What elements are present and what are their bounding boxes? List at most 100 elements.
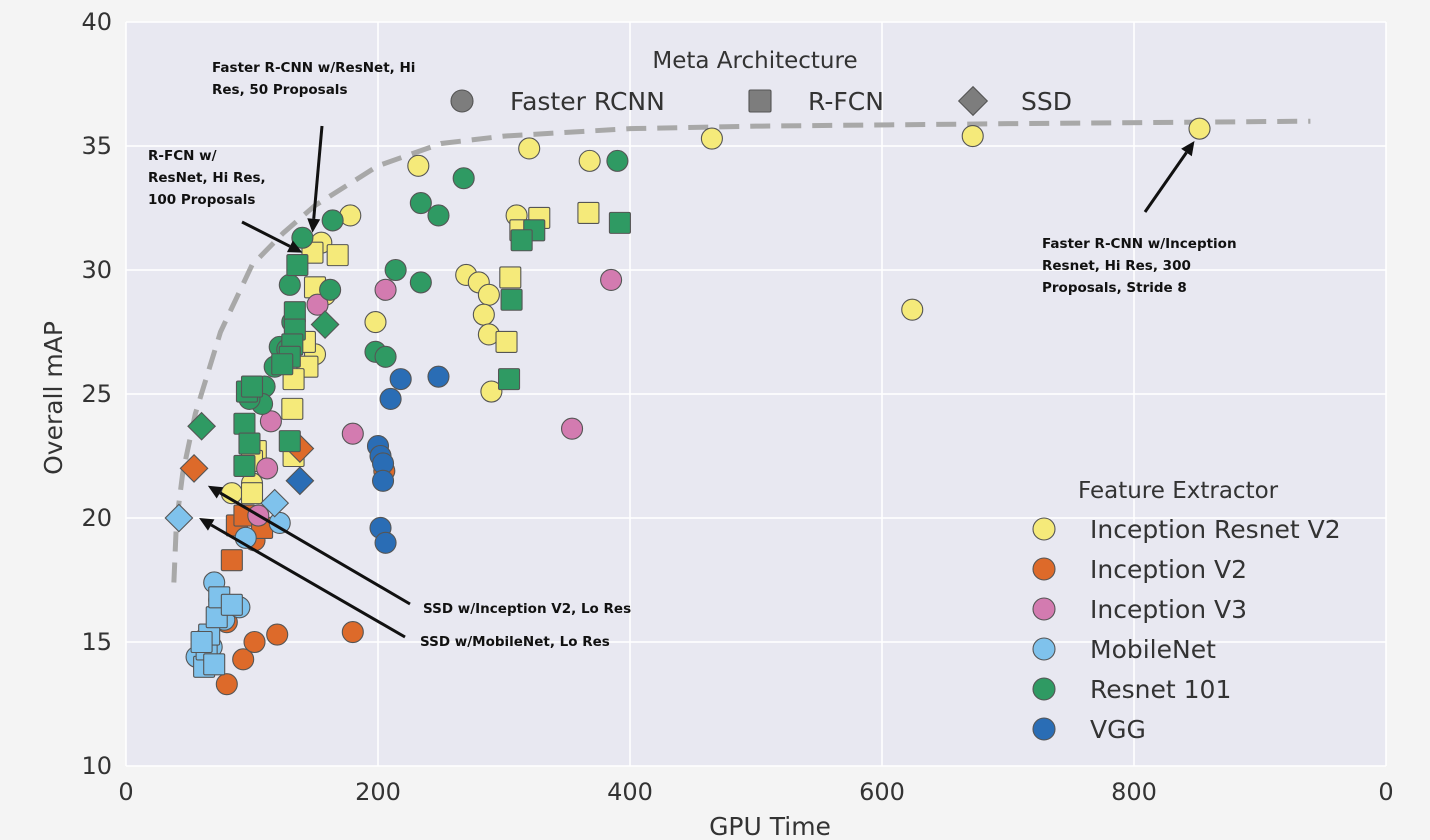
meta-legend-marker-circle (450, 89, 474, 113)
y-tick-label: 35 (81, 132, 112, 160)
point-inception-resnet-v2-circle (480, 380, 503, 403)
point-inception-resnet-v2-circle (477, 283, 500, 306)
meta-legend-marker-diamond (957, 85, 989, 117)
annotation-text: Proposals, Stride 8 (1042, 280, 1187, 296)
point-inception-resnet-v2-square (577, 201, 600, 225)
annotation-arrow (219, 491, 411, 606)
y-tick-label: 15 (81, 628, 112, 656)
point-inception-v2-square (220, 549, 243, 572)
feature-legend-label: VGG (1090, 715, 1146, 744)
point-mobilenet-square (190, 630, 213, 654)
feature-legend-marker (1032, 677, 1056, 701)
annotation-arrowhead (286, 240, 303, 253)
y-tick-label: 20 (81, 504, 112, 532)
point-inception-resnet-v2-square (499, 266, 522, 289)
point-inception-v3-circle (374, 278, 397, 301)
feature-legend-marker (1032, 717, 1056, 741)
annotation-arrow (210, 523, 406, 639)
point-inception-v3-circle (600, 268, 623, 291)
point-resnet-101-square (278, 430, 301, 453)
point-resnet-101-circle (452, 167, 475, 190)
x-tick-label: 600 (859, 778, 905, 806)
point-inception-resnet-v2-circle (961, 125, 984, 148)
point-inception-resnet-v2-circle (578, 149, 601, 172)
point-inception-v2-circle (215, 673, 238, 696)
x-tick-label: 0 (118, 778, 133, 806)
point-resnet-101-square (233, 454, 256, 477)
point-vgg-circle (371, 469, 395, 492)
point-inception-resnet-v2-circle (472, 303, 495, 326)
meta-architecture-legend: Meta Architecture Faster RCNN R-FCN SSD (450, 48, 1072, 117)
point-inception-v3-circle (306, 293, 329, 316)
point-resnet-101-square (233, 412, 256, 435)
annotation-text: Faster R-CNN w/Inception (1042, 236, 1237, 252)
point-resnet-101-diamond (187, 411, 217, 441)
meta-legend-marker-square (748, 89, 772, 113)
annotation-arrowhead (199, 518, 215, 531)
point-inception-v2-circle (266, 623, 289, 646)
point-resnet-101-circle (278, 273, 301, 296)
feature-legend-label: MobileNet (1090, 635, 1216, 664)
point-resnet-101-square (286, 253, 309, 277)
annotations: Faster R-CNN w/ResNet, Hi Res, 50 Proposa… (148, 60, 1237, 650)
y-tick-label: 25 (81, 380, 112, 408)
point-vgg-diamond (285, 466, 315, 496)
point-inception-resnet-v2-square (495, 330, 518, 353)
point-inception-v3-circle (259, 410, 282, 433)
point-inception-v3-circle (341, 422, 364, 445)
meta-legend-title: Meta Architecture (652, 48, 857, 74)
point-inception-resnet-v2-circle (518, 137, 541, 160)
annotation-arrow (312, 125, 324, 219)
data-points (164, 117, 1211, 696)
point-resnet-101-square (497, 368, 521, 391)
point-resnet-101-circle (374, 345, 397, 368)
point-inception-resnet-v2-square (281, 397, 304, 420)
point-vgg-circle (389, 368, 412, 391)
annotation-text: SSD w/Inception V2, Lo Res (423, 601, 631, 617)
y-tick-label: 40 (81, 8, 112, 36)
point-resnet-101-circle (291, 226, 314, 249)
meta-legend-label: SSD (1021, 87, 1072, 116)
annotation-text: Resnet, Hi Res, 300 (1042, 258, 1191, 274)
meta-legend-label: Faster RCNN (510, 87, 665, 116)
point-resnet-101-square (500, 288, 523, 311)
feature-legend-label: Inception V2 (1090, 555, 1247, 584)
x-tick-label: 800 (1111, 778, 1157, 806)
x-tick-label: 0 (1378, 778, 1393, 806)
annotation-arrowhead (307, 218, 321, 233)
point-inception-v3-circle (256, 457, 279, 480)
point-inception-resnet-v2-square (240, 482, 264, 505)
point-mobilenet-diamond (260, 488, 290, 518)
annotation-arrowhead (207, 485, 224, 499)
point-resnet-101-circle (319, 278, 342, 301)
feature-legend-marker (1032, 557, 1056, 581)
point-resnet-101-circle (427, 204, 450, 227)
point-resnet-101-square (271, 353, 294, 376)
annotation-arrowhead (1181, 141, 1195, 157)
point-inception-resnet-v2-circle (700, 127, 723, 150)
feature-legend-marker (1032, 517, 1056, 541)
x-axis-label: GPU Time (709, 812, 831, 840)
gridlines (125, 21, 1387, 767)
point-resnet-101-square (240, 375, 264, 398)
point-mobilenet-square (220, 593, 243, 616)
meta-legend-label: R-FCN (808, 87, 884, 116)
point-inception-v2-circle (341, 621, 364, 644)
x-tick-label: 200 (355, 778, 401, 806)
point-inception-v2-diamond (179, 453, 209, 483)
feature-extractor-legend: Feature Extractor Inception Resnet V2 Ince… (1032, 478, 1341, 744)
point-resnet-101-square (510, 229, 533, 252)
y-axis-label: Overall mAP (39, 321, 68, 475)
annotation-text: 100 Proposals (148, 192, 255, 208)
point-resnet-101-diamond (310, 310, 340, 339)
x-tick-label: 400 (607, 778, 653, 806)
point-mobilenet-square (203, 653, 226, 676)
annotation-text: Faster R-CNN w/ResNet, Hi (212, 60, 415, 76)
annotation-arrow (241, 220, 291, 248)
feature-legend-label: Resnet 101 (1090, 675, 1231, 704)
annotation-arrow (1143, 151, 1188, 213)
point-inception-v3-circle (560, 417, 584, 440)
